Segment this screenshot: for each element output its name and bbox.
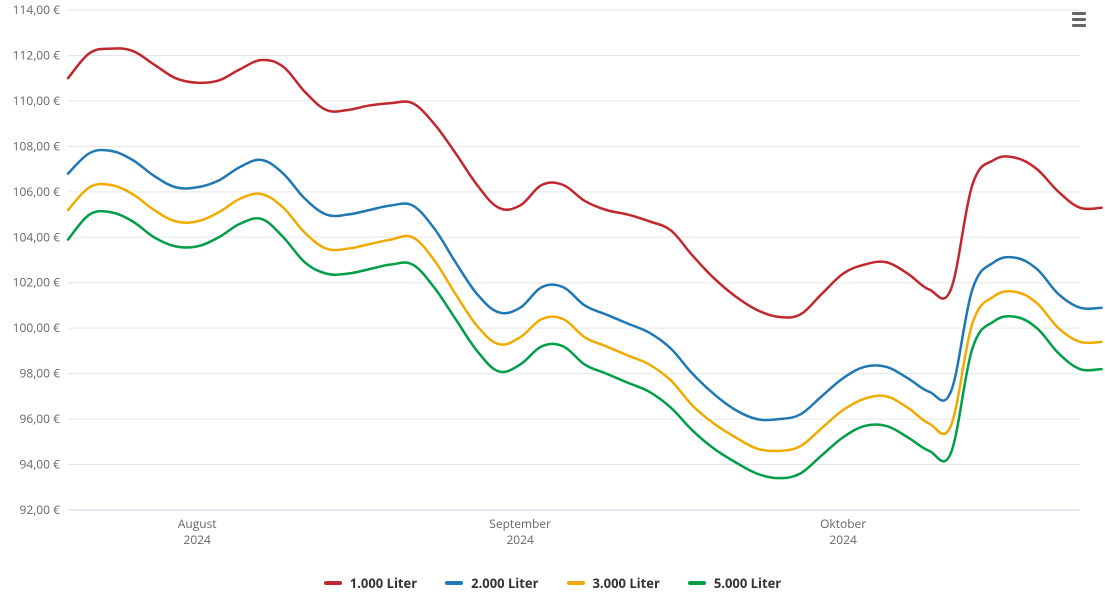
svg-text:104,00 €: 104,00 € [13,228,61,245]
svg-text:110,00 €: 110,00 € [13,92,61,109]
series-line-3 [68,211,1102,478]
legend: 1.000 Liter 2.000 Liter 3.000 Liter 5.000 L… [0,574,1105,592]
chart-menu-button[interactable] [1067,8,1091,30]
svg-text:112,00 €: 112,00 € [13,46,61,63]
legend-swatch [567,581,585,585]
svg-text:September: September [489,515,551,532]
svg-text:August: August [178,515,217,532]
legend-label: 5.000 Liter [714,574,781,592]
svg-text:94,00 €: 94,00 € [19,456,60,473]
svg-text:98,00 €: 98,00 € [19,365,60,382]
series-line-0 [68,48,1102,317]
svg-text:92,00 €: 92,00 € [19,501,60,518]
svg-text:108,00 €: 108,00 € [13,137,61,154]
svg-text:102,00 €: 102,00 € [13,274,61,291]
legend-label: 2.000 Liter [471,574,538,592]
svg-text:106,00 €: 106,00 € [13,183,61,200]
svg-text:2024: 2024 [829,531,857,548]
legend-swatch [688,581,706,585]
series-line-1 [68,150,1102,420]
svg-text:2024: 2024 [506,531,534,548]
legend-item-0[interactable]: 1.000 Liter [324,574,417,592]
legend-swatch [324,581,342,585]
chart-svg: 92,00 € 94,00 € 96,00 € 98,00 € 100,00 € 102,… [0,0,1105,602]
legend-swatch [445,581,463,585]
legend-label: 3.000 Liter [593,574,660,592]
legend-item-2[interactable]: 3.000 Liter [567,574,660,592]
legend-item-1[interactable]: 2.000 Liter [445,574,538,592]
legend-item-3[interactable]: 5.000 Liter [688,574,781,592]
svg-text:2024: 2024 [183,531,211,548]
svg-text:114,00 €: 114,00 € [13,1,61,18]
series-line-2 [68,184,1102,451]
svg-text:Oktober: Oktober [820,515,866,532]
price-chart: 92,00 € 94,00 € 96,00 € 98,00 € 100,00 € 102,… [0,0,1105,602]
svg-text:100,00 €: 100,00 € [13,319,61,336]
legend-label: 1.000 Liter [350,574,417,592]
svg-text:96,00 €: 96,00 € [19,410,60,427]
